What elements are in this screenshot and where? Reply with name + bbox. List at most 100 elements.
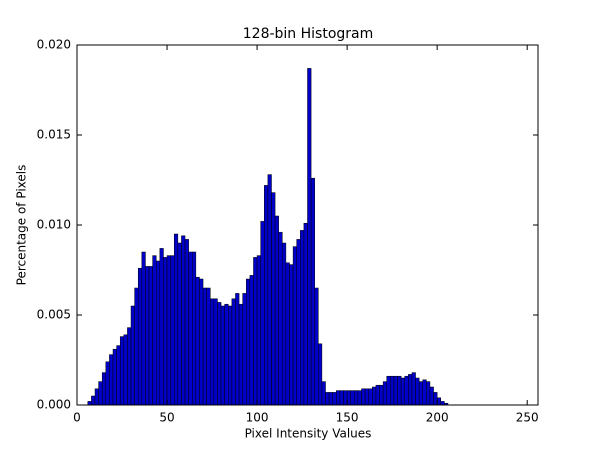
bar xyxy=(386,375,391,406)
bar xyxy=(271,192,276,406)
bar xyxy=(253,257,258,406)
bar xyxy=(145,266,150,406)
bar xyxy=(98,381,103,406)
bar xyxy=(264,185,269,406)
bar xyxy=(267,174,272,406)
bar xyxy=(109,354,114,406)
bar xyxy=(202,287,207,406)
bar xyxy=(390,375,395,406)
x-tick-label: 100 xyxy=(246,411,269,425)
x-axis-label: Pixel Intensity Values xyxy=(245,427,372,441)
y-tick-label: 0.000 xyxy=(37,398,71,412)
x-tick-label: 50 xyxy=(159,411,174,425)
bar xyxy=(379,384,384,406)
bar xyxy=(224,303,229,406)
bar xyxy=(170,255,175,406)
bar xyxy=(318,343,323,406)
bar xyxy=(127,327,132,406)
x-tick-label: 200 xyxy=(426,411,449,425)
bar xyxy=(282,242,287,406)
bar xyxy=(339,390,344,406)
bar xyxy=(292,246,297,406)
x-tick-label: 0 xyxy=(73,411,81,425)
bar xyxy=(238,303,243,406)
bar xyxy=(415,377,420,406)
bar xyxy=(130,305,135,406)
bar xyxy=(199,278,204,406)
bar xyxy=(382,381,387,406)
y-tick-label: 0.010 xyxy=(37,218,71,232)
bar xyxy=(177,242,182,406)
bar xyxy=(296,239,301,406)
bar xyxy=(411,372,416,406)
y-tick-label: 0.015 xyxy=(37,128,71,142)
bar xyxy=(274,215,279,406)
bar xyxy=(163,257,168,406)
x-tick-label: 150 xyxy=(336,411,359,425)
bar xyxy=(375,384,380,406)
chart-title: 128-bin Histogram xyxy=(243,26,374,42)
bar xyxy=(418,381,423,406)
bar xyxy=(210,298,215,406)
bar xyxy=(249,275,254,406)
bar xyxy=(134,287,139,406)
bar xyxy=(325,392,330,406)
bar xyxy=(119,336,125,406)
bar xyxy=(346,390,351,406)
bar xyxy=(332,392,337,406)
bar xyxy=(289,264,294,406)
bar xyxy=(137,267,143,406)
bar xyxy=(184,239,189,406)
bar xyxy=(217,302,222,406)
bar xyxy=(397,375,402,406)
bar xyxy=(336,390,341,406)
bar xyxy=(321,381,326,406)
bar xyxy=(278,231,283,406)
bar xyxy=(228,305,233,406)
bar xyxy=(393,375,398,406)
bar xyxy=(361,388,366,406)
bar xyxy=(260,221,265,406)
bar xyxy=(94,388,99,406)
bar xyxy=(206,287,211,406)
bar xyxy=(310,177,315,406)
bar xyxy=(152,255,157,406)
bar xyxy=(181,235,186,406)
bar xyxy=(159,248,164,406)
bar xyxy=(350,390,355,406)
bar xyxy=(307,68,312,406)
bar xyxy=(101,372,107,406)
bar xyxy=(231,298,236,406)
bar xyxy=(440,401,445,406)
bar xyxy=(436,397,442,406)
bar xyxy=(429,386,434,406)
bar xyxy=(364,388,369,406)
bar xyxy=(285,262,290,406)
bar xyxy=(87,401,92,406)
bar xyxy=(400,377,405,406)
bar xyxy=(426,381,431,406)
bar xyxy=(256,255,261,406)
bar xyxy=(408,374,413,406)
bar xyxy=(303,222,308,406)
y-axis-label: Percentage of Pixels xyxy=(15,165,29,286)
bar xyxy=(235,293,240,406)
bar xyxy=(166,255,171,406)
bar xyxy=(300,230,305,406)
bar xyxy=(213,298,218,406)
bar xyxy=(357,390,362,406)
bar xyxy=(314,287,319,406)
bar xyxy=(173,233,179,406)
y-tick-label: 0.020 xyxy=(37,38,71,52)
bar xyxy=(328,392,333,406)
bar xyxy=(105,361,110,406)
bar xyxy=(422,379,427,406)
bar xyxy=(404,375,409,406)
bar xyxy=(368,388,373,406)
bar xyxy=(372,386,377,406)
bar xyxy=(354,390,359,406)
x-tick-label: 250 xyxy=(516,411,539,425)
bar xyxy=(112,348,117,406)
bar xyxy=(116,345,121,406)
